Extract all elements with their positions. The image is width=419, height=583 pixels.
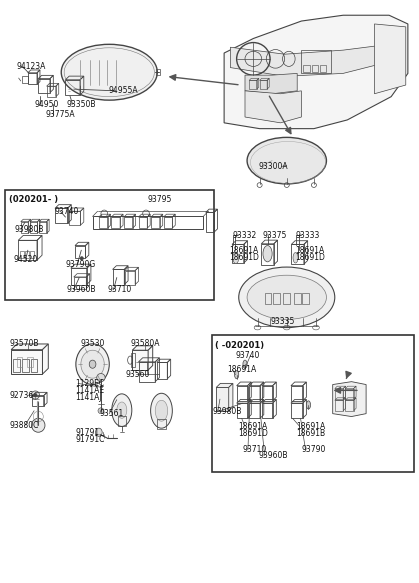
Polygon shape (216, 388, 229, 411)
Polygon shape (229, 384, 233, 411)
Ellipse shape (96, 428, 102, 436)
Text: 93580A: 93580A (130, 339, 160, 349)
Text: 91791: 91791 (75, 428, 99, 437)
Text: 18691D: 18691D (295, 252, 326, 262)
Ellipse shape (235, 371, 239, 379)
Text: 91791C: 91791C (75, 435, 104, 444)
Ellipse shape (155, 401, 168, 421)
Text: 93740: 93740 (236, 351, 260, 360)
Ellipse shape (89, 360, 96, 368)
Ellipse shape (31, 418, 45, 432)
Text: 93375: 93375 (263, 231, 287, 240)
Text: 94950: 94950 (35, 100, 59, 108)
Ellipse shape (31, 391, 39, 399)
Text: 94123A: 94123A (17, 62, 46, 71)
Polygon shape (132, 350, 148, 370)
Text: 93795: 93795 (147, 195, 172, 204)
Text: 93775A: 93775A (46, 110, 75, 119)
Polygon shape (216, 384, 233, 388)
Text: 93960B: 93960B (259, 451, 288, 460)
Text: 93332: 93332 (232, 231, 256, 240)
Polygon shape (375, 24, 406, 94)
Ellipse shape (150, 394, 172, 428)
Ellipse shape (247, 138, 326, 184)
Text: 18691D: 18691D (238, 429, 268, 438)
Ellipse shape (239, 267, 335, 328)
Ellipse shape (76, 344, 109, 385)
Ellipse shape (247, 275, 326, 319)
Text: 18691A: 18691A (238, 422, 267, 431)
Ellipse shape (97, 374, 105, 382)
Text: 93710: 93710 (243, 445, 267, 454)
Text: 93880C: 93880C (10, 421, 39, 430)
Ellipse shape (98, 408, 104, 413)
Ellipse shape (117, 402, 127, 418)
Polygon shape (245, 91, 301, 123)
Ellipse shape (80, 257, 83, 260)
Text: 94955A: 94955A (109, 86, 138, 96)
Text: 1129EC: 1129EC (75, 379, 104, 388)
Ellipse shape (61, 44, 157, 100)
Text: 94520: 94520 (13, 255, 37, 264)
Text: 18691A: 18691A (229, 245, 259, 255)
Polygon shape (148, 346, 153, 370)
Text: 18691A: 18691A (295, 245, 325, 255)
Text: 93335: 93335 (270, 317, 295, 326)
Ellipse shape (112, 394, 132, 426)
Ellipse shape (243, 360, 247, 368)
Text: 93960B: 93960B (66, 285, 96, 294)
Polygon shape (224, 15, 408, 129)
Ellipse shape (263, 245, 272, 262)
Text: 93980B: 93980B (213, 407, 242, 416)
Text: 18691B: 18691B (296, 429, 326, 438)
Text: 1141AE: 1141AE (75, 386, 104, 395)
Polygon shape (132, 346, 153, 350)
Text: 92736: 92736 (10, 391, 34, 399)
Polygon shape (245, 73, 297, 94)
Text: 93740: 93740 (55, 207, 79, 216)
Ellipse shape (34, 394, 37, 397)
Text: (020201- ): (020201- ) (9, 195, 58, 204)
Text: 93530: 93530 (80, 339, 104, 349)
Text: 93790: 93790 (301, 445, 326, 454)
Text: 93710: 93710 (107, 285, 132, 294)
Ellipse shape (233, 252, 239, 264)
Text: ( -020201): ( -020201) (215, 340, 264, 349)
Text: 93350B: 93350B (67, 100, 96, 108)
Polygon shape (11, 350, 42, 374)
Text: 18691D: 18691D (229, 252, 259, 262)
Polygon shape (230, 44, 399, 76)
Polygon shape (42, 344, 48, 374)
Text: 18691A: 18691A (296, 422, 326, 431)
Text: 93560: 93560 (126, 370, 150, 378)
Text: 93561: 93561 (99, 409, 124, 418)
Text: 93300A: 93300A (259, 162, 288, 171)
Text: 1141AJ: 1141AJ (75, 393, 102, 402)
Text: 93790G: 93790G (65, 260, 96, 269)
Polygon shape (11, 344, 48, 350)
Polygon shape (333, 382, 366, 416)
Text: 18691A: 18691A (228, 365, 257, 374)
Ellipse shape (306, 401, 310, 409)
Ellipse shape (81, 350, 104, 378)
Text: 93980B: 93980B (15, 225, 44, 234)
Text: 93570B: 93570B (10, 339, 39, 349)
Ellipse shape (293, 252, 298, 263)
Text: 93333: 93333 (295, 231, 320, 240)
